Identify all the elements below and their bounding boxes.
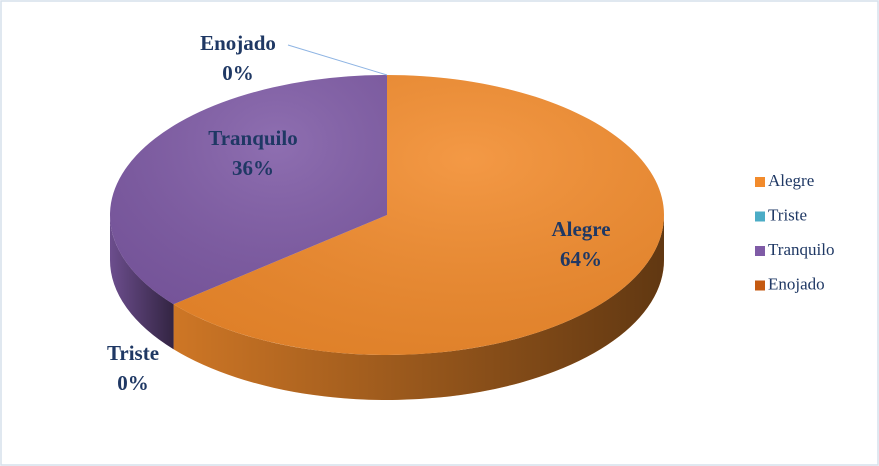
slice-shine <box>173 75 665 355</box>
legend-swatch <box>755 211 765 222</box>
legend-label: Triste <box>768 205 807 224</box>
legend-swatch <box>755 280 765 291</box>
data-label-value: 36% <box>232 156 274 180</box>
data-label-value: 64% <box>560 247 602 271</box>
legend-label: Alegre <box>768 171 814 190</box>
data-label-name: Enojado <box>200 31 276 55</box>
data-label-value: 0% <box>222 61 254 85</box>
data-label-name: Alegre <box>551 217 610 241</box>
slice-shine <box>110 75 388 305</box>
data-label-value: 0% <box>117 371 149 395</box>
legend-label: Tranquilo <box>768 240 834 259</box>
leader-line <box>287 44 388 76</box>
slice-side-shade <box>173 215 665 400</box>
data-label-name: Tranquilo <box>208 126 297 150</box>
legend-label: Enojado <box>768 274 825 293</box>
slice-side-shade <box>110 215 174 350</box>
legend-swatch <box>755 177 765 187</box>
legend-swatch <box>755 246 765 256</box>
data-label-name: Triste <box>107 341 159 365</box>
